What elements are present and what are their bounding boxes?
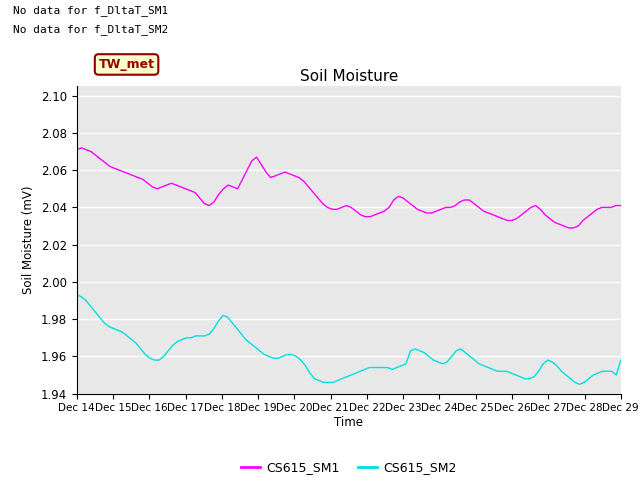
Title: Soil Moisture: Soil Moisture — [300, 69, 398, 84]
X-axis label: Time: Time — [334, 416, 364, 429]
Legend: CS615_SM1, CS615_SM2: CS615_SM1, CS615_SM2 — [236, 456, 461, 480]
Y-axis label: Soil Moisture (mV): Soil Moisture (mV) — [22, 186, 35, 294]
Text: No data for f_DltaT_SM1: No data for f_DltaT_SM1 — [13, 5, 168, 16]
Text: TW_met: TW_met — [99, 58, 155, 71]
Text: No data for f_DltaT_SM2: No data for f_DltaT_SM2 — [13, 24, 168, 35]
